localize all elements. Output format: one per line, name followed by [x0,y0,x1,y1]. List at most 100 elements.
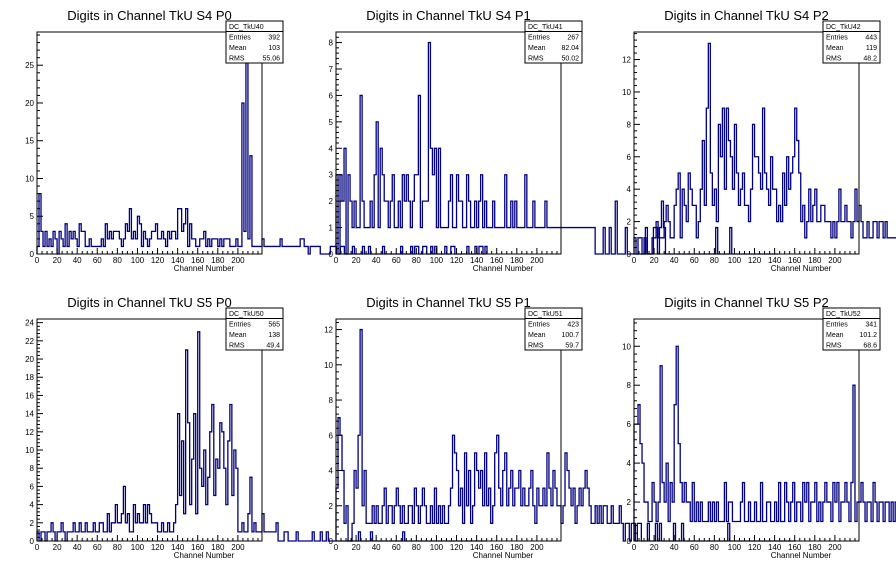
y-tick-label: 2 [30,519,35,528]
y-tick-label: 12 [25,428,34,437]
stats-value: 103 [268,45,280,52]
y-tick-label: 10 [622,342,631,351]
y-tick-label: 5 [30,212,35,221]
x-tick-label: 20 [352,543,361,552]
y-tick-label: 14 [25,410,34,419]
stats-value: 443 [865,35,877,42]
x-tick-label: 200 [828,543,842,552]
x-tick-label: 180 [510,256,524,265]
x-tick-label: 0 [35,543,40,552]
x-tick-label: 140 [470,543,484,552]
x-tick-label: 40 [372,256,381,265]
x-tick-label: 160 [191,543,205,552]
histogram-panel: Digits in Channel TkU S4 P10 20 40 60 80 100 1… [329,8,778,273]
stats-histogram-name: DC_TkU51 [528,311,563,318]
stats-box: DC_TkU52 Entries 341 Mean 101.2 RMS 68.6 [822,307,881,351]
stats-box: DC_TkU42 Entries 443 Mean 119 RMS 48.2 [822,20,881,64]
x-tick-label: 180 [808,543,822,552]
stats-histogram-name: DC_TkU50 [229,311,264,318]
x-tick-label: 20 [352,256,361,265]
stats-label: Entries [826,322,848,329]
x-tick-label: 60 [690,256,699,265]
y-tick-label: 2 [627,218,632,227]
x-tick-label: 100 [131,256,145,265]
x-tick-label: 180 [510,543,524,552]
y-tick-label: 2 [329,502,334,511]
x-tick-label: 120 [450,543,464,552]
y-tick-label: 24 [25,319,34,328]
y-tick-label: 8 [627,120,632,129]
stats-value: 68.6 [863,343,877,350]
x-tick-label: 120 [151,256,165,265]
y-tick-label: 6 [627,153,632,162]
stats-value: 119 [866,45,877,52]
x-tick-label: 140 [768,543,782,552]
y-tick-label: 7 [329,65,334,74]
stats-value: 55.06 [262,56,280,63]
stats-label: RMS [528,56,544,63]
histogram-series [36,41,488,255]
x-axis-label: Channel Number [473,264,534,273]
stats-histogram-name: DC_TkU52 [826,311,861,318]
y-tick-label: 18 [25,373,34,382]
x-tick-label: 180 [211,543,225,552]
y-tick-label: 6 [329,91,334,100]
x-tick-label: 20 [53,256,62,265]
x-tick-label: 140 [768,256,782,265]
stats-value: 82.04 [561,45,579,52]
y-tick-label: 12 [324,326,333,335]
y-tick-label: 4 [627,185,632,194]
chart-title: Digits in Channel TkU S4 P1 [366,8,531,23]
x-tick-label: 180 [211,256,225,265]
y-tick-label: 0 [30,537,35,546]
x-tick-label: 20 [650,256,659,265]
stats-label: Entries [229,322,251,329]
x-tick-label: 40 [73,543,82,552]
x-tick-label: 80 [710,543,719,552]
y-tick-label: 10 [622,88,631,97]
stats-box: DC_TkU51 Entries 423 Mean 100.7 RMS 59.7 [524,307,583,351]
x-tick-label: 120 [151,543,165,552]
histogram-panel: Digits in Channel TkU S5 P20 20 40 60 80 100 1… [622,295,896,560]
x-tick-label: 0 [334,543,339,552]
x-tick-label: 80 [113,543,122,552]
x-tick-label: 80 [710,256,719,265]
stats-label: Entries [229,35,251,42]
y-tick-label: 8 [30,464,35,473]
x-tick-label: 80 [412,256,421,265]
y-tick-label: 4 [329,467,334,476]
y-tick-label: 0 [30,250,35,259]
x-tick-label: 80 [412,543,421,552]
x-tick-label: 100 [728,256,742,265]
x-axis-label: Channel Number [174,264,235,273]
x-tick-label: 60 [690,543,699,552]
stats-box: DC_TkU41 Entries 267 Mean 82.04 RMS 50.02 [524,20,583,64]
y-tick-label: 6 [30,482,35,491]
x-tick-label: 40 [73,256,82,265]
x-tick-label: 200 [231,256,245,265]
x-axis-label: Channel Number [771,551,832,560]
stats-histogram-name: DC_TkU40 [229,24,264,31]
x-tick-label: 180 [808,256,822,265]
stats-histogram-name: DC_TkU42 [826,24,861,31]
y-tick-label: 22 [25,337,34,346]
x-tick-label: 40 [670,256,679,265]
stats-label: RMS [229,56,245,63]
stats-label: Entries [826,35,848,42]
x-tick-label: 120 [748,256,762,265]
stats-box-frame [524,307,583,351]
stats-box-frame [225,307,284,351]
x-tick-label: 160 [490,543,504,552]
x-tick-label: 100 [131,543,145,552]
histogram-series [335,41,778,255]
stats-value: 59.7 [565,343,579,350]
plot-frame [36,31,263,255]
x-tick-label: 140 [470,256,484,265]
stats-label: Entries [528,35,550,42]
y-tick-label: 10 [25,174,34,183]
plot-frame [633,318,860,542]
histogram-panel: Digits in Channel TkU S4 P00 20 40 60 80 100 1… [25,8,488,273]
x-tick-label: 60 [93,256,102,265]
x-tick-label: 120 [450,256,464,265]
